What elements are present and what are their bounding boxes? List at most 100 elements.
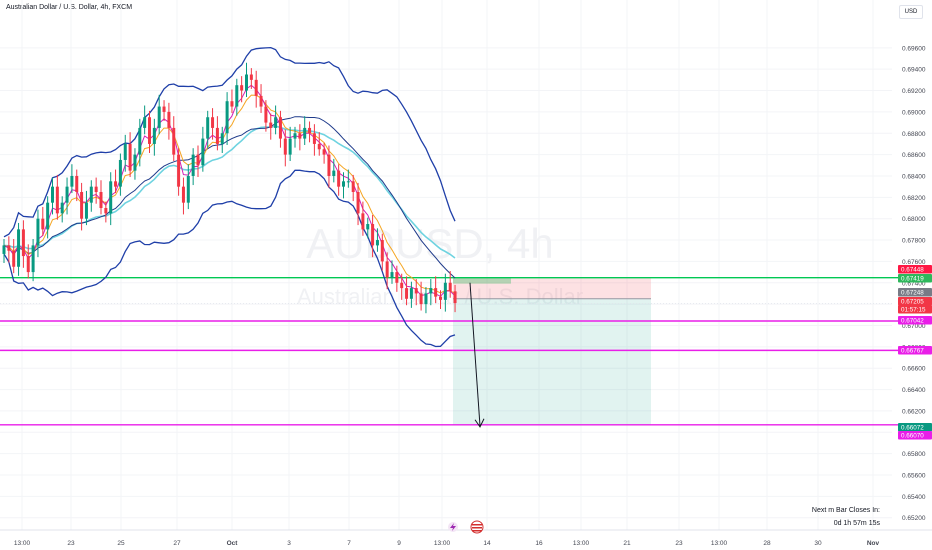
candle — [191, 154, 195, 176]
y-tick-label: 0.67600 — [902, 259, 926, 266]
candle — [162, 106, 166, 112]
stop-loss-zone — [453, 277, 651, 299]
y-tick-label: 0.68000 — [902, 216, 926, 223]
projection-arrow — [469, 282, 485, 428]
candle — [206, 117, 210, 139]
candle — [429, 288, 433, 294]
candle — [12, 250, 16, 267]
entry-marker — [453, 277, 511, 284]
candle — [414, 288, 418, 294]
y-tick-label: 0.69200 — [902, 88, 926, 95]
candle — [114, 181, 118, 187]
candle — [36, 218, 40, 246]
lightning-bolt-shape — [450, 523, 456, 531]
currency-selector[interactable]: USD — [899, 5, 923, 19]
x-tick-label: 27 — [173, 540, 181, 547]
candle — [2, 245, 6, 254]
x-tick-label: 21 — [623, 540, 631, 547]
y-tick-label: 0.65600 — [902, 473, 926, 480]
candles — [2, 62, 457, 314]
x-tick-label: 30 — [814, 540, 822, 547]
time-axis: 13:00 23 25 27 Oct 3 7 9 13:00 14 16 13:00 21 23 13:00… — [0, 529, 932, 547]
price-label-box — [898, 346, 932, 355]
candle — [89, 186, 93, 203]
candle — [400, 282, 404, 289]
candle — [254, 79, 258, 96]
x-tick-label: 13:00 — [14, 540, 31, 547]
candle — [264, 106, 268, 123]
candle — [70, 175, 74, 187]
candle — [366, 224, 370, 230]
x-tick-label: 7 — [347, 540, 351, 547]
candle — [322, 149, 326, 155]
candle — [342, 181, 345, 187]
y-tick-label: 0.68800 — [902, 131, 926, 138]
next-bar-label: Next m Bar Closes In: — [811, 507, 880, 514]
horizontal-levels — [0, 276, 898, 426]
candle — [419, 293, 423, 305]
y-tick-label: 0.66600 — [902, 366, 926, 373]
candle — [337, 170, 341, 187]
candle — [443, 282, 447, 300]
candle — [99, 191, 103, 209]
candle — [453, 291, 457, 304]
candle — [51, 186, 54, 203]
candle — [380, 240, 384, 262]
chart-title: Australian Dollar / U.S. Dollar, 4h, FXC… — [6, 4, 133, 11]
price-label-text: 0.66072 — [901, 425, 924, 432]
y-tick-label: 0.65400 — [902, 494, 926, 501]
candle — [439, 296, 442, 300]
candle — [278, 117, 282, 139]
candle — [361, 213, 365, 230]
y-tick-label: 0.69000 — [902, 109, 926, 116]
y-tick-label: 0.66200 — [902, 408, 926, 415]
price-label-text: 0.67248 — [901, 290, 924, 297]
candle — [235, 85, 239, 107]
candle — [288, 138, 292, 155]
candle — [123, 143, 127, 160]
candle — [60, 202, 64, 214]
candle — [385, 261, 389, 278]
y-tick-label: 0.68200 — [902, 195, 926, 202]
price-label-text: 0.67042 — [901, 318, 924, 325]
x-tick-label: 23 — [675, 540, 683, 547]
flag-stripe — [472, 527, 482, 529]
candle — [152, 127, 156, 144]
candle — [424, 293, 428, 305]
candle — [409, 288, 413, 299]
candle — [177, 154, 181, 187]
y-tick-label: 0.66400 — [902, 387, 926, 394]
indicators — [3, 46, 456, 348]
y-tick-label: 0.67400 — [902, 280, 926, 287]
candle — [298, 133, 302, 139]
candle — [133, 154, 137, 171]
y-tick-label: 0.65800 — [902, 451, 926, 458]
candle — [157, 106, 161, 128]
ema-mid-line — [3, 94, 456, 295]
x-tick-label: 14 — [483, 540, 491, 547]
sma-basis-line — [3, 116, 456, 279]
x-tick-label: 13:00 — [434, 540, 451, 547]
x-tick-label: 13:00 — [711, 540, 728, 547]
x-tick-label: 23 — [67, 540, 75, 547]
candle — [390, 272, 394, 278]
y-tick-label: 0.68600 — [902, 152, 926, 159]
position-zones — [453, 277, 651, 425]
candle — [312, 133, 316, 144]
price-label-box — [898, 288, 932, 297]
candle — [269, 122, 273, 128]
candle — [283, 138, 287, 155]
candle — [75, 175, 79, 192]
candle — [172, 127, 176, 155]
candle — [220, 133, 224, 144]
candle — [104, 208, 108, 214]
candle — [186, 175, 190, 203]
candle — [293, 133, 297, 139]
candle — [138, 127, 142, 155]
candle — [317, 143, 321, 150]
x-tick-label: 16 — [535, 540, 543, 547]
candle — [65, 186, 69, 203]
x-tick-label: Nov — [867, 540, 880, 547]
x-tick-label: 3 — [287, 540, 291, 547]
